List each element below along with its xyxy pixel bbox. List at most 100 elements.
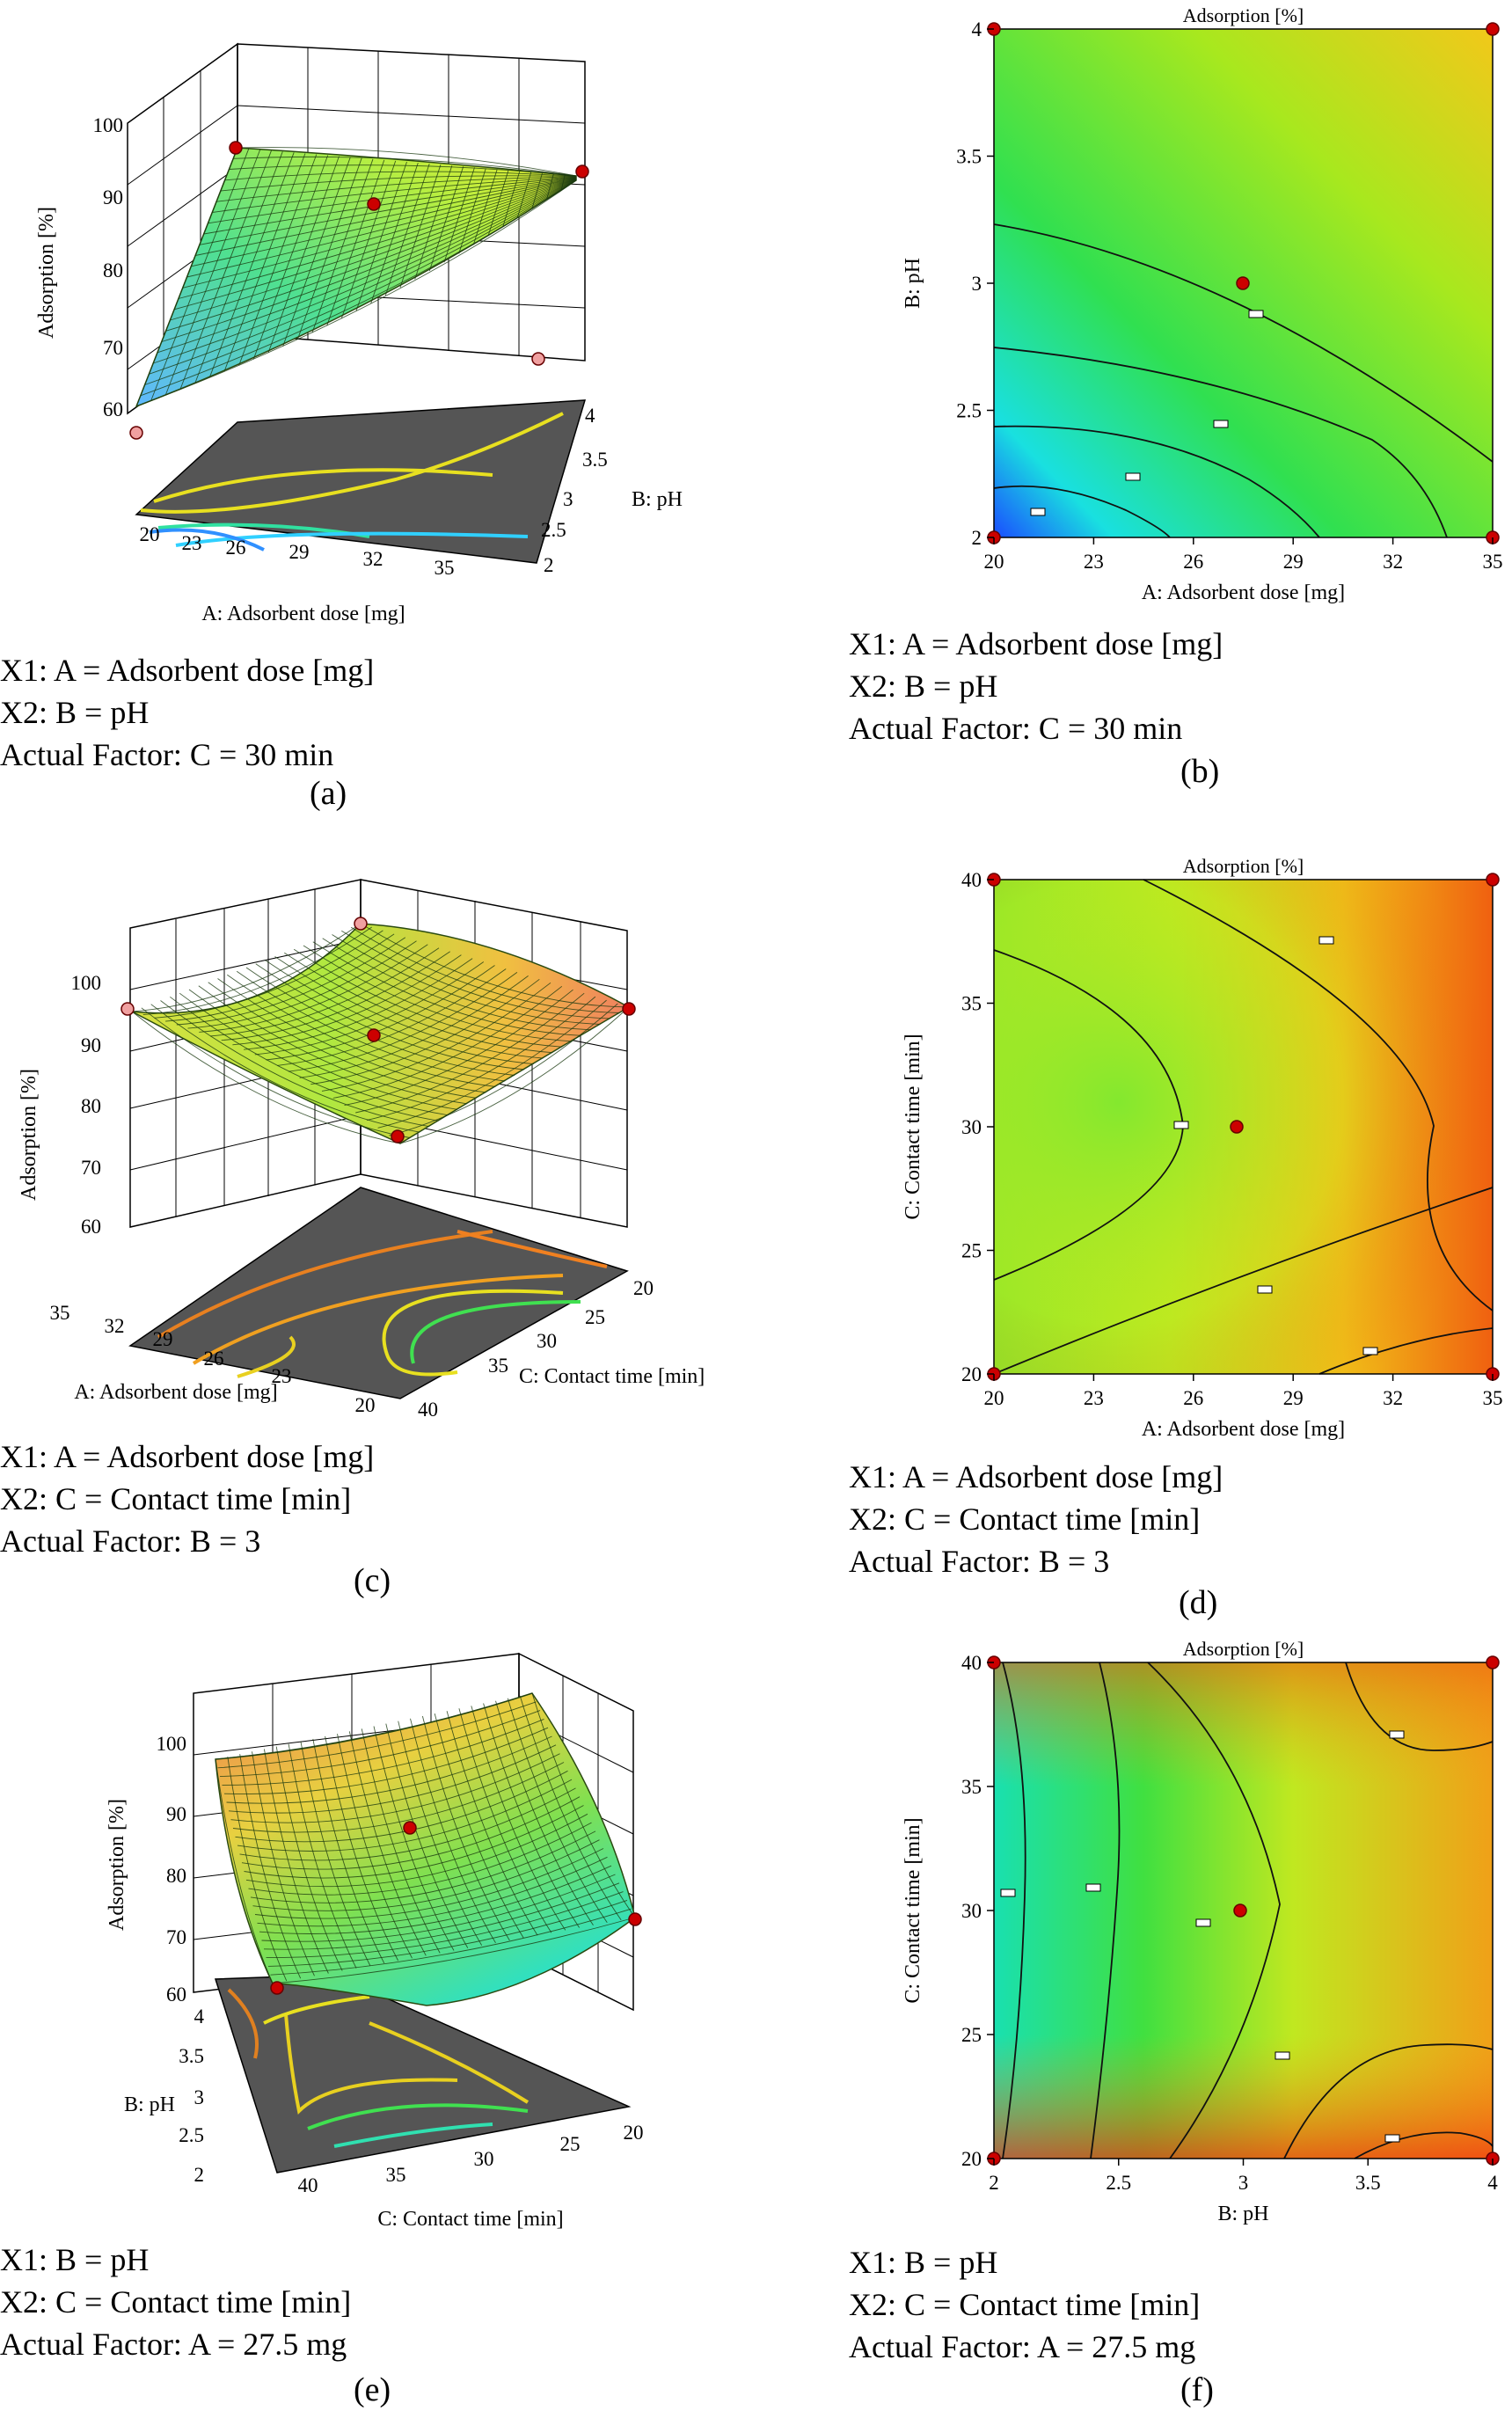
contour-line	[1318, 1327, 1494, 1375]
y-tick-label: 2.5	[179, 2124, 204, 2146]
surface-mesh-line	[170, 996, 439, 1121]
surface-mesh-line	[337, 1734, 413, 1959]
y-axis-title: B: pH	[124, 2093, 175, 2116]
surface-mesh-line	[186, 178, 577, 278]
x-tick-label: 40	[298, 2174, 318, 2196]
x-tick-label: 30	[474, 2148, 494, 2170]
surface-mesh-line	[312, 1738, 385, 1964]
x-tick-label: 20	[984, 551, 1004, 573]
contour-line	[1345, 1662, 1494, 1751]
x-tick-label: 26	[1183, 551, 1203, 573]
surface-mesh-line	[284, 952, 553, 1054]
y-tick-label: 35	[488, 1355, 508, 1377]
floor-contour-line	[457, 1230, 608, 1268]
floor-contour-line	[307, 2103, 529, 2130]
surface-mesh-line	[199, 944, 428, 1033]
surface-mesh-line	[531, 172, 543, 209]
caption-line: X1: A = Adsorbent dose [mg]	[0, 653, 375, 688]
x-axis-title: B: pH	[1217, 2203, 1268, 2225]
contour-label-box	[1173, 1121, 1189, 1129]
surface-mesh-line	[244, 958, 473, 1050]
surface-mesh-line	[215, 1758, 274, 1984]
surface-mesh-line	[332, 985, 563, 1099]
surface-mesh-line	[355, 992, 585, 1114]
z-tick-label: 60	[103, 398, 123, 420]
surface-mesh-line	[236, 970, 506, 1082]
surface-mesh-line	[227, 1757, 288, 1982]
y-tick-label: 3	[563, 488, 573, 510]
caption-line: X1: B = pH	[849, 2245, 998, 2280]
caption-line: Actual Factor: B = 3	[0, 1523, 261, 1559]
floor-contour-plane	[135, 399, 587, 564]
contour-label-box	[1362, 1347, 1378, 1355]
surface-mesh-line	[272, 1917, 636, 1984]
surface-mesh-line	[244, 1805, 584, 1879]
x-tick-label: 29	[289, 541, 310, 563]
contour-label-box	[1257, 1285, 1273, 1294]
surface-mesh-line	[245, 1813, 588, 1888]
wall-grid-line	[127, 105, 238, 186]
surface-mesh-line	[322, 938, 591, 1031]
floor-contour-line	[382, 1289, 564, 1377]
y-axis-title: B: pH	[632, 488, 683, 511]
surface-mesh-line	[370, 162, 419, 303]
y-tick-label: 4	[194, 2006, 205, 2027]
contour-line	[993, 425, 1320, 538]
x-tick-label: 29	[153, 1328, 173, 1350]
x-tick-label: 20	[140, 523, 160, 545]
design-point	[121, 1002, 135, 1016]
y-tick-label: 25	[961, 1240, 982, 1262]
floor-contour-plane	[128, 1187, 629, 1399]
caption-line: X2: B = pH	[0, 695, 150, 730]
surface-mesh-line	[131, 1011, 401, 1144]
contour-label-box	[1248, 310, 1264, 318]
contour-line	[993, 223, 1494, 463]
x-tick-label: 2.5	[1106, 2172, 1131, 2194]
surface-mesh-line	[170, 178, 577, 321]
floor-contour-line	[237, 1335, 296, 1378]
caption-line: Actual Factor: A = 27.5 mg	[849, 2329, 1196, 2364]
x-tick-label: 35	[435, 557, 455, 579]
design-point	[367, 197, 381, 211]
surface-mesh-line	[223, 153, 306, 372]
surface-mesh-line	[228, 1744, 557, 1814]
x-tick-label: 35	[386, 2164, 406, 2186]
surface-mesh-line	[311, 158, 374, 333]
contour-line	[1283, 2043, 1494, 2159]
floor-contour-line	[227, 1988, 259, 2059]
chart-title: Adsorption [%]	[1183, 855, 1304, 877]
surface-mesh-line	[516, 172, 532, 218]
design-point	[403, 1821, 417, 1835]
surface-mesh-line	[241, 1796, 581, 1870]
surface-mesh-line	[191, 177, 577, 267]
surface-mesh-line	[254, 1848, 604, 1919]
z-axis-title: Adsorption [%]	[35, 207, 58, 339]
x-axis-title: A: Adsorbent dose [mg]	[201, 603, 405, 625]
z-tick-label: 80	[166, 1865, 186, 1887]
panel-label: (c)	[354, 1562, 391, 1599]
surface-mesh-line	[252, 1751, 315, 1976]
surface-mesh-line	[250, 1830, 596, 1903]
surface-mesh-line	[296, 157, 362, 340]
surface-mesh-line	[254, 961, 485, 1056]
z-tick-label: 80	[103, 259, 123, 281]
surface-mesh-line	[141, 1007, 410, 1138]
design-point	[1236, 276, 1250, 290]
surface-mesh-line	[325, 1735, 398, 1962]
surface-mesh-line	[208, 152, 295, 378]
caption-line: X2: C = Contact time [min]	[0, 2284, 352, 2320]
design-point	[354, 917, 368, 931]
contour-line	[1143, 879, 1494, 1311]
surface-mesh-line	[252, 1839, 600, 1911]
surface-mesh-line	[332, 934, 601, 1025]
caption-line: Actual Factor: A = 27.5 mg	[0, 2327, 347, 2362]
surface-mesh-line	[157, 179, 577, 354]
wall-grid-line	[237, 105, 586, 124]
contour-line	[1090, 1662, 1121, 2159]
floor-contour-line	[149, 528, 265, 552]
floor-contour-line	[157, 1230, 493, 1339]
panel-label: (a)	[310, 775, 347, 812]
surface-mesh-line	[434, 1713, 524, 1939]
chart-title: Adsorption [%]	[1183, 4, 1304, 26]
surface-mesh-line	[507, 1698, 608, 1924]
